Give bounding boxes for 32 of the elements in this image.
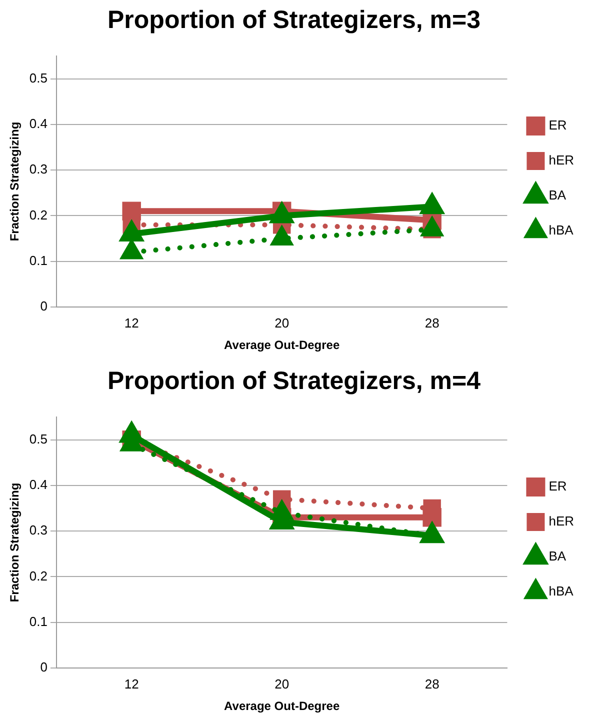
- legend-label: hER: [548, 514, 574, 529]
- y-tick-label: 0.3: [29, 522, 48, 538]
- legend-label: ER: [548, 118, 567, 133]
- chart-title: Proportion of Strategizers, m=3: [108, 6, 480, 34]
- y-axis-title: Fraction Strategizing: [8, 122, 22, 242]
- y-tick-label: 0.5: [29, 70, 48, 86]
- y-tick-label: 0.1: [29, 252, 48, 268]
- y-tick-label: 0.4: [29, 116, 48, 132]
- y-tick-label: 0.2: [29, 568, 48, 584]
- y-tick-label: 0: [40, 298, 48, 314]
- y-tick-label: 0.5: [29, 431, 48, 446]
- y-tick-label: 0.4: [29, 477, 48, 492]
- legend-label: BA: [548, 548, 566, 564]
- legend-label: ER: [548, 478, 567, 494]
- x-tick-label: 20: [274, 315, 290, 330]
- x-axis-title: Average Out-Degree: [224, 699, 340, 714]
- legend-label: BA: [548, 188, 566, 203]
- y-tick-label: 0.3: [29, 162, 48, 177]
- y-tick-label: 0: [40, 660, 48, 675]
- legend-label: hBA: [548, 222, 574, 238]
- x-tick-label: 12: [124, 315, 139, 330]
- chart-title: Proportion of Strategizers, m=4: [108, 366, 481, 395]
- x-tick-label: 28: [424, 315, 440, 330]
- x-tick-label: 28: [424, 676, 440, 692]
- x-tick-label: 12: [124, 676, 139, 692]
- x-tick-label: 20: [274, 676, 290, 692]
- y-tick-label: 0.1: [29, 614, 48, 629]
- legend-label: hBA: [548, 584, 574, 599]
- x-axis-title: Average Out-Degree: [224, 338, 340, 352]
- y-tick-label: 0.2: [29, 207, 48, 222]
- y-axis-title: Fraction Strategizing: [8, 482, 22, 602]
- legend-label: hER: [548, 152, 574, 168]
